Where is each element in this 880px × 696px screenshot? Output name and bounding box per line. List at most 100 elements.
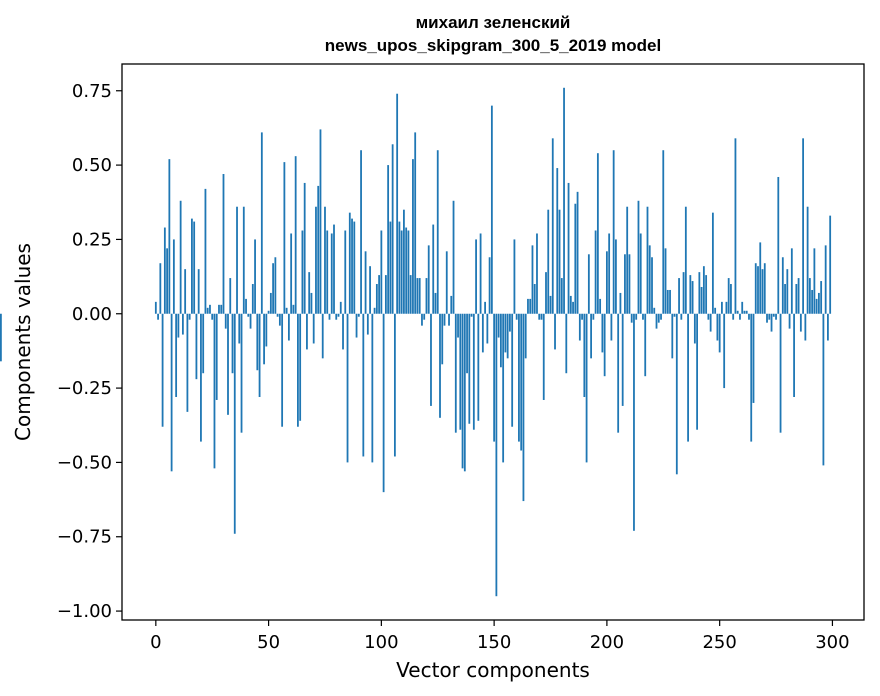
bar-21 <box>202 313 205 374</box>
bar-151 <box>495 313 498 597</box>
bar-137 <box>463 313 466 472</box>
bar-132 <box>452 200 455 314</box>
bar-70 <box>312 313 315 344</box>
bar-178 <box>556 168 559 314</box>
bar-40 <box>245 298 247 314</box>
bar-127 <box>441 313 444 365</box>
x-tick-label: 200 <box>590 632 624 653</box>
bar-61 <box>292 304 295 314</box>
bar-121 <box>427 245 430 314</box>
bar-42 <box>249 313 252 329</box>
bar-197 <box>599 298 602 314</box>
bar-44 <box>254 239 256 314</box>
bar-49 <box>265 313 268 347</box>
bar-247 <box>711 212 714 314</box>
bar-73 <box>319 129 322 314</box>
bar-129 <box>445 251 448 314</box>
bar-136 <box>461 313 464 469</box>
bar-17 <box>193 221 196 314</box>
bar-269 <box>761 269 764 314</box>
bar-92 <box>362 313 365 457</box>
bar-266 <box>754 263 757 314</box>
bar-244 <box>705 275 708 314</box>
bar-128 <box>443 313 446 326</box>
bar-167 <box>531 245 534 314</box>
bar-282 <box>790 248 793 314</box>
bar-9 <box>175 313 178 397</box>
bar-273 <box>770 313 773 332</box>
bar-123 <box>432 224 435 314</box>
bar-173 <box>545 272 547 314</box>
bar-256 <box>732 313 735 320</box>
bar-235 <box>684 206 687 314</box>
bar-176 <box>551 138 554 314</box>
bar-76 <box>326 230 329 314</box>
bar-53 <box>274 257 277 314</box>
bar-279 <box>784 284 786 314</box>
bar-25 <box>211 313 214 320</box>
bar-94 <box>366 313 369 335</box>
bar-101 <box>382 313 385 493</box>
bar-268 <box>759 242 762 314</box>
bar-31 <box>224 313 227 329</box>
bar-267 <box>757 266 759 314</box>
bar-277 <box>779 313 782 433</box>
bar-200 <box>605 251 608 314</box>
bar-237 <box>689 275 692 314</box>
bar-112 <box>407 230 410 314</box>
bar-1 <box>157 313 159 320</box>
bar-43 <box>251 284 254 314</box>
y-tick-label: 0.00 <box>72 304 112 325</box>
bar-260 <box>741 301 744 314</box>
bar-4 <box>163 227 166 314</box>
bar-116 <box>416 278 419 314</box>
bar-201 <box>608 233 611 314</box>
bar-51 <box>269 292 272 314</box>
bar-68 <box>308 272 311 314</box>
bar-65 <box>301 230 304 314</box>
y-tick-label: 0.25 <box>72 229 112 250</box>
bar-81 <box>337 313 340 317</box>
chart-title-line-1: михаил зеленский <box>416 13 571 32</box>
bar-0 <box>154 301 157 314</box>
bar-215 <box>639 233 642 314</box>
bar-108 <box>398 221 401 314</box>
bar-149 <box>490 105 493 314</box>
bar-83 <box>342 313 344 350</box>
x-tick-label: 250 <box>702 632 736 653</box>
bar-156 <box>506 313 509 359</box>
bar-259 <box>739 313 741 320</box>
bar-134 <box>457 313 459 338</box>
bar-150 <box>493 313 496 442</box>
bar-223 <box>657 313 660 323</box>
bar-143 <box>477 313 480 421</box>
bar-133 <box>454 313 457 433</box>
bar-15 <box>188 313 191 320</box>
bar-275 <box>775 313 777 320</box>
bar-160 <box>515 313 518 320</box>
bar-90 <box>357 313 360 317</box>
bar-214 <box>637 200 640 314</box>
bar-66 <box>303 182 306 314</box>
bar-170 <box>538 313 541 320</box>
bar-27 <box>215 313 218 400</box>
bar-161 <box>518 313 520 442</box>
bar-184 <box>569 295 572 314</box>
bar-182 <box>565 313 568 374</box>
bar-206 <box>619 292 622 314</box>
bar-96 <box>371 313 374 463</box>
bar-22 <box>204 188 207 314</box>
x-tick-label: 0 <box>150 632 161 653</box>
bar-126 <box>439 313 441 418</box>
bar-105 <box>391 144 394 314</box>
x-tick-label: 300 <box>815 632 849 653</box>
bar-72 <box>317 185 320 314</box>
bar-264 <box>750 313 753 442</box>
bar-185 <box>572 301 574 314</box>
bar-221 <box>653 307 656 314</box>
bar-16 <box>191 218 193 314</box>
bar-171 <box>540 313 543 320</box>
bar-243 <box>702 266 705 314</box>
bar-131 <box>450 295 453 314</box>
bar-226 <box>664 248 667 314</box>
